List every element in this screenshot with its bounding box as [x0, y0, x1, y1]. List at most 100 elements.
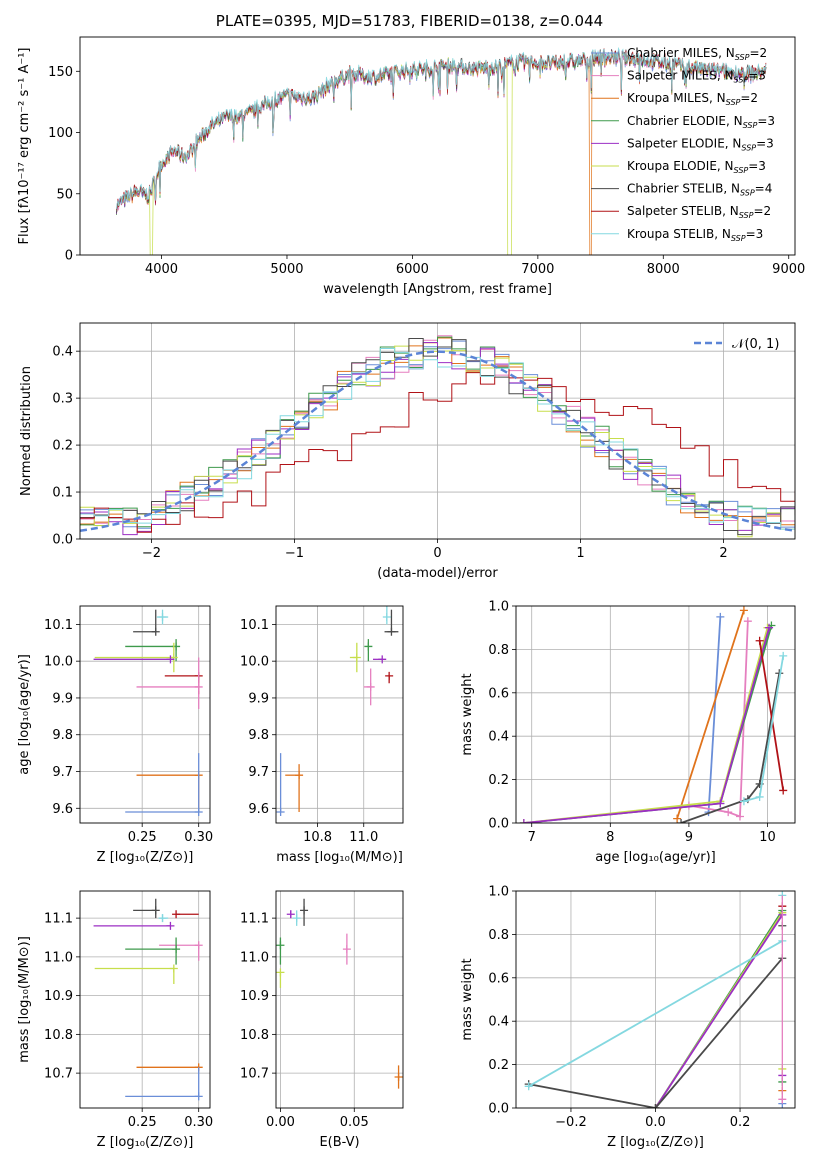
errorbar-marker — [172, 910, 181, 919]
errorbar-point — [136, 657, 203, 709]
errorbar-point — [276, 968, 285, 988]
errorbar-point — [292, 910, 301, 926]
errorbar-marker — [300, 906, 309, 915]
y-tick-label: 0.6 — [488, 686, 509, 701]
y-tick-label: 0.2 — [488, 1058, 509, 1073]
y-axis-label: Flux [fλ10⁻¹⁷ erg cm⁻² s⁻¹ A⁻¹] — [17, 48, 32, 245]
x-tick-label: −1 — [285, 546, 304, 561]
errorbar-point — [94, 642, 178, 673]
x-tick-label: 7 — [528, 830, 536, 845]
weight-marker — [755, 792, 764, 801]
x-tick-label: 5000 — [270, 262, 303, 277]
Z-weight-frame — [515, 890, 796, 1109]
histogram-step — [80, 347, 795, 530]
errorbar-point — [300, 898, 309, 926]
y-tick-label: 0.6 — [488, 971, 509, 986]
errorbar-marker — [194, 941, 203, 950]
errorbar-point — [158, 914, 169, 923]
y-tick-label: 100 — [48, 126, 73, 141]
x-tick-label: 9 — [685, 830, 693, 845]
legend-label: Salpeter STELIB, NSSP=2 — [627, 204, 771, 220]
x-axis-label: Z [log₁₀(Z/Z⊙)] — [97, 850, 194, 865]
weight-series-line — [707, 616, 722, 813]
errorbar-point — [384, 609, 399, 636]
errorbar-marker — [169, 964, 178, 973]
errorbar-point — [125, 937, 181, 965]
y-tick-label: 0 — [65, 249, 73, 264]
y-tick-label: 0.3 — [52, 392, 73, 407]
legend-label: Salpeter MILES, NSSP=3 — [627, 69, 766, 85]
weight-series-line — [676, 610, 745, 819]
legend-label: Chabrier MILES, NSSP=2 — [627, 46, 767, 62]
spectrum-frame — [79, 36, 796, 256]
ebv-mass-frame — [275, 890, 404, 1109]
x-tick-label: 4000 — [145, 262, 178, 277]
ebv-mass-plot-area — [276, 898, 403, 1089]
x-tick-label: 11.0 — [349, 830, 378, 845]
errorbar-marker — [194, 807, 203, 816]
errorbar-point — [136, 771, 203, 812]
errorbar-point — [364, 639, 373, 662]
y-tick-label: 50 — [56, 187, 73, 202]
errorbar-point — [125, 1067, 203, 1101]
errorbar-marker — [151, 627, 160, 636]
y-tick-label: 0.8 — [488, 643, 509, 658]
weight-marker — [716, 612, 725, 621]
weight-marker — [779, 786, 788, 795]
y-tick-label: 1.0 — [488, 600, 509, 615]
y-axis-label: age [log₁₀(age/yr)] — [17, 654, 32, 775]
x-tick-label: 0.30 — [184, 830, 213, 845]
x-tick-label: 0.00 — [266, 1115, 295, 1130]
errorbar-marker — [166, 655, 175, 664]
Z-mass-plot-area — [93, 898, 203, 1101]
weight-series-line — [523, 627, 769, 823]
spectrum-axes: 4000 5000 6000 7000 8000 9000 0 50 100 150 wavelen… — [17, 48, 805, 298]
x-axis-label: (data-model)/error — [377, 566, 498, 581]
errorbar-point — [385, 671, 394, 684]
errorbar-marker — [151, 906, 160, 915]
errorbar-marker — [378, 655, 387, 664]
errorbar-point — [93, 655, 175, 664]
residuals-plot-area — [80, 335, 795, 538]
x-tick-label: 8000 — [647, 262, 680, 277]
y-tick-label: 9.8 — [52, 728, 73, 743]
errorbar-point — [94, 964, 178, 985]
y-tick-label: 11.0 — [44, 950, 73, 965]
errorbar-marker — [382, 613, 391, 622]
errorbar-marker — [295, 771, 304, 780]
y-tick-label: 0.1 — [52, 486, 73, 501]
errorbar-point — [133, 898, 160, 919]
y-tick-label: 9.8 — [248, 728, 269, 743]
errorbar-marker — [366, 682, 375, 691]
y-tick-label: 0.2 — [488, 773, 509, 788]
x-tick-label: 0.0 — [645, 1115, 666, 1130]
weight-marker — [651, 1104, 660, 1108]
errorbar-marker — [364, 642, 373, 651]
errorbar-point — [382, 606, 391, 625]
y-axis-label: mass [log₁₀(M/M⊙)] — [17, 936, 32, 1063]
errorbar-marker — [194, 682, 203, 691]
weight-marker — [755, 636, 764, 645]
y-axis-label: mass weight — [460, 958, 475, 1040]
Z-age-axes: 0.25 0.30 9.6 9.7 9.8 9.9 10.0 10.1 Z [log₁₀(Z/Z… — [17, 606, 213, 865]
y-tick-label: 10.0 — [44, 655, 73, 670]
errorbar-point — [394, 1065, 403, 1089]
weight-series-line — [758, 640, 785, 791]
weight-marker — [724, 808, 733, 817]
y-tick-label: 150 — [48, 65, 73, 80]
errorbar-marker — [292, 914, 301, 923]
y-tick-label: 10.7 — [44, 1067, 73, 1082]
Z-age-frame — [79, 605, 211, 824]
errorbar-marker — [276, 807, 285, 816]
x-tick-label: 8 — [606, 830, 614, 845]
x-tick-label: 0.25 — [128, 830, 157, 845]
y-tick-label: 10.7 — [240, 1067, 269, 1082]
weight-marker — [739, 797, 748, 806]
normal-curve — [80, 350, 795, 533]
errorbar-point — [349, 642, 361, 673]
x-tick-label: 0.25 — [128, 1115, 157, 1130]
mass-age-axes: 10.8 11.0 9.6 9.7 9.8 9.9 10.0 10.1 mass [log₁₀(… — [240, 606, 403, 865]
x-axis-label: E(B-V) — [319, 1135, 359, 1150]
y-axis-label: Normed distribution — [19, 366, 34, 496]
